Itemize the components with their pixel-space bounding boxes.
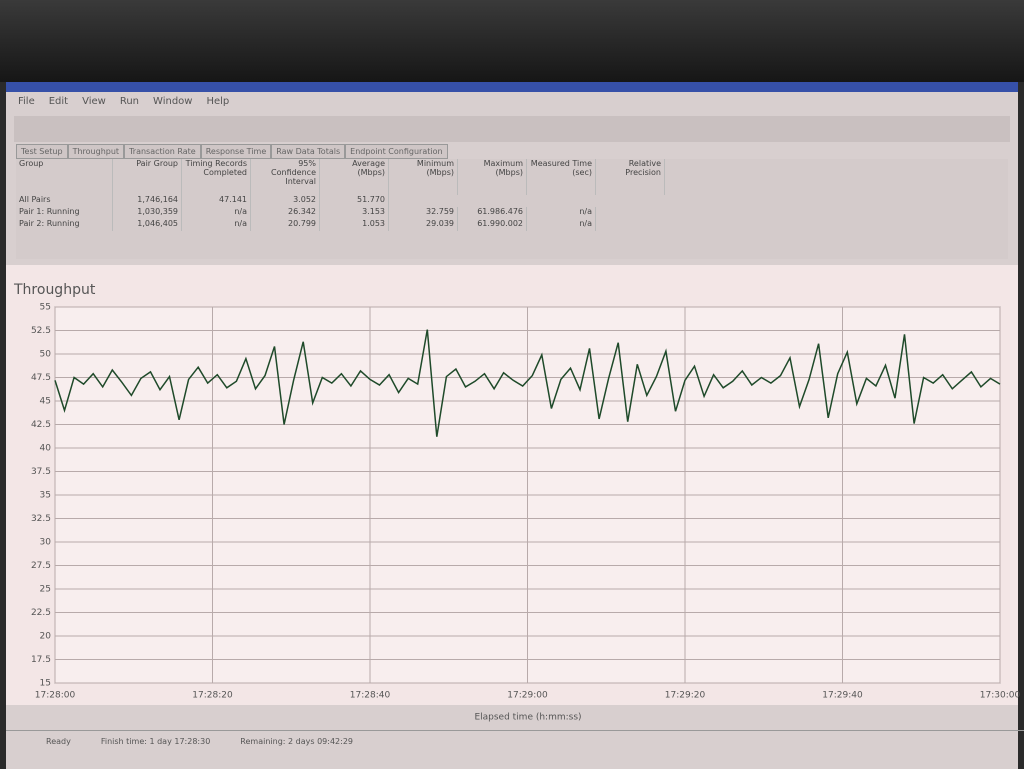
throughput-line (54, 329, 1001, 437)
chart-title: Throughput (13, 282, 96, 298)
x-tick-label: 17:28:20 (192, 691, 233, 701)
cell: 61.990.002 (458, 219, 527, 231)
y-tick-label: 27.5 (31, 561, 51, 571)
table-row: Pair 2: Running 1,046,405 n/a 20.799 1.053 29… (16, 219, 1008, 231)
x-tick-label: 17:29:00 (507, 691, 548, 701)
cell: n/a (527, 207, 596, 219)
header-cell: Group (16, 159, 113, 195)
menu-bar: File Edit View Run Window Help (6, 92, 1018, 114)
cell: Pair 2: Running (16, 219, 113, 231)
table-row: Pair 1: Running 1,030,359 n/a 26.342 3.153 32… (16, 207, 1008, 219)
tabs: Test Setup Throughput Transaction Rate Resp… (16, 144, 1018, 159)
x-tick-label: 17:28:00 (35, 691, 76, 701)
cell: 3.052 (251, 195, 320, 207)
y-tick-label: 40 (40, 444, 52, 454)
cell: 1,030,359 (113, 207, 182, 219)
tab[interactable]: Endpoint Configuration (345, 144, 448, 159)
y-tick-label: 47.5 (31, 373, 51, 383)
cell: 1,746,164 (113, 195, 182, 207)
header-cell: Pair Group (113, 159, 182, 195)
y-tick-label: 52.5 (31, 326, 51, 336)
menu-item[interactable]: Help (206, 96, 230, 107)
cell: 20.799 (251, 219, 320, 231)
x-tick-label: 17:29:20 (665, 691, 706, 701)
bezel (0, 0, 1024, 82)
y-tick-label: 25 (40, 585, 51, 595)
header-cell: Minimum (Mbps) (389, 159, 458, 195)
x-tick-label: 17:28:40 (350, 691, 391, 701)
status-item: Remaining: 2 days 09:42:29 (240, 736, 354, 746)
y-tick-label: 50 (40, 350, 52, 360)
results-table: Group Pair Group Timing Records Completed 9… (16, 159, 1008, 259)
cell: 32.759 (389, 207, 458, 219)
table-row: All Pairs 1,746,164 47.141 3.052 51.770 (16, 195, 1008, 207)
menu-item[interactable]: Edit (48, 96, 69, 107)
status-item: Ready (46, 736, 71, 746)
cell: 47.141 (182, 195, 251, 207)
tab[interactable]: Transaction Rate (124, 144, 201, 159)
header-cell: 95% Confidence Interval (251, 159, 320, 195)
toolbar (14, 116, 1010, 142)
cell: All Pairs (16, 195, 113, 207)
menu-item[interactable]: File (18, 96, 35, 107)
table-header: Group Pair Group Timing Records Completed 9… (16, 159, 1008, 195)
menu-item[interactable]: View (82, 96, 106, 107)
cell: n/a (182, 219, 251, 231)
header-cell: Measured Time (sec) (527, 159, 596, 195)
cell: 51.770 (320, 195, 389, 207)
tab[interactable]: Throughput (67, 144, 125, 159)
x-axis-label: Elapsed time (h:mm:ss) (474, 713, 581, 723)
y-tick-label: 17.5 (31, 655, 51, 665)
y-tick-label: 15 (40, 679, 51, 689)
y-tick-label: 45 (40, 397, 51, 407)
x-tick-label: 17:30:00 (980, 691, 1021, 701)
cell: Pair 1: Running (16, 207, 113, 219)
header-cell: Relative Precision (596, 159, 665, 195)
y-tick-label: 30 (40, 538, 52, 548)
tab[interactable]: Raw Data Totals (271, 144, 346, 159)
cell: 61.986.476 (458, 207, 527, 219)
header-cell: Average (Mbps) (320, 159, 389, 195)
chart: Throughput Elapsed time (h:mm:ss) 15 17.5… (6, 265, 1021, 723)
y-tick-label: 32.5 (31, 514, 51, 524)
y-tick-label: 42.5 (31, 420, 51, 430)
cell: n/a (527, 219, 596, 231)
cell: 26.342 (251, 207, 320, 219)
header-cell: Timing Records Completed (182, 159, 251, 195)
title-bar (6, 82, 1018, 92)
cell: 29.039 (389, 219, 458, 231)
cell: 3.153 (320, 207, 389, 219)
x-tick-label: 17:29:40 (822, 691, 863, 701)
status-item: Finish time: 1 day 17:28:30 (100, 736, 211, 746)
y-tick-label: 37.5 (31, 467, 51, 477)
menu-item[interactable]: Run (119, 96, 140, 107)
tab[interactable]: Test Setup (16, 144, 68, 159)
header-cell: Maximum (Mbps) (458, 159, 527, 195)
y-tick-label: 35 (40, 491, 51, 501)
cell: 1,046,405 (113, 219, 182, 231)
menu-item[interactable]: Window (153, 96, 193, 107)
tab[interactable]: Response Time (200, 144, 272, 159)
cell: n/a (182, 207, 251, 219)
y-tick-label: 55 (40, 303, 51, 313)
status-bar: Ready Finish time: 1 day 17:28:30 Remainin… (6, 730, 1024, 751)
y-tick-label: 20 (40, 632, 52, 642)
y-tick-label: 22.5 (31, 608, 51, 618)
cell: 1.053 (320, 219, 389, 231)
